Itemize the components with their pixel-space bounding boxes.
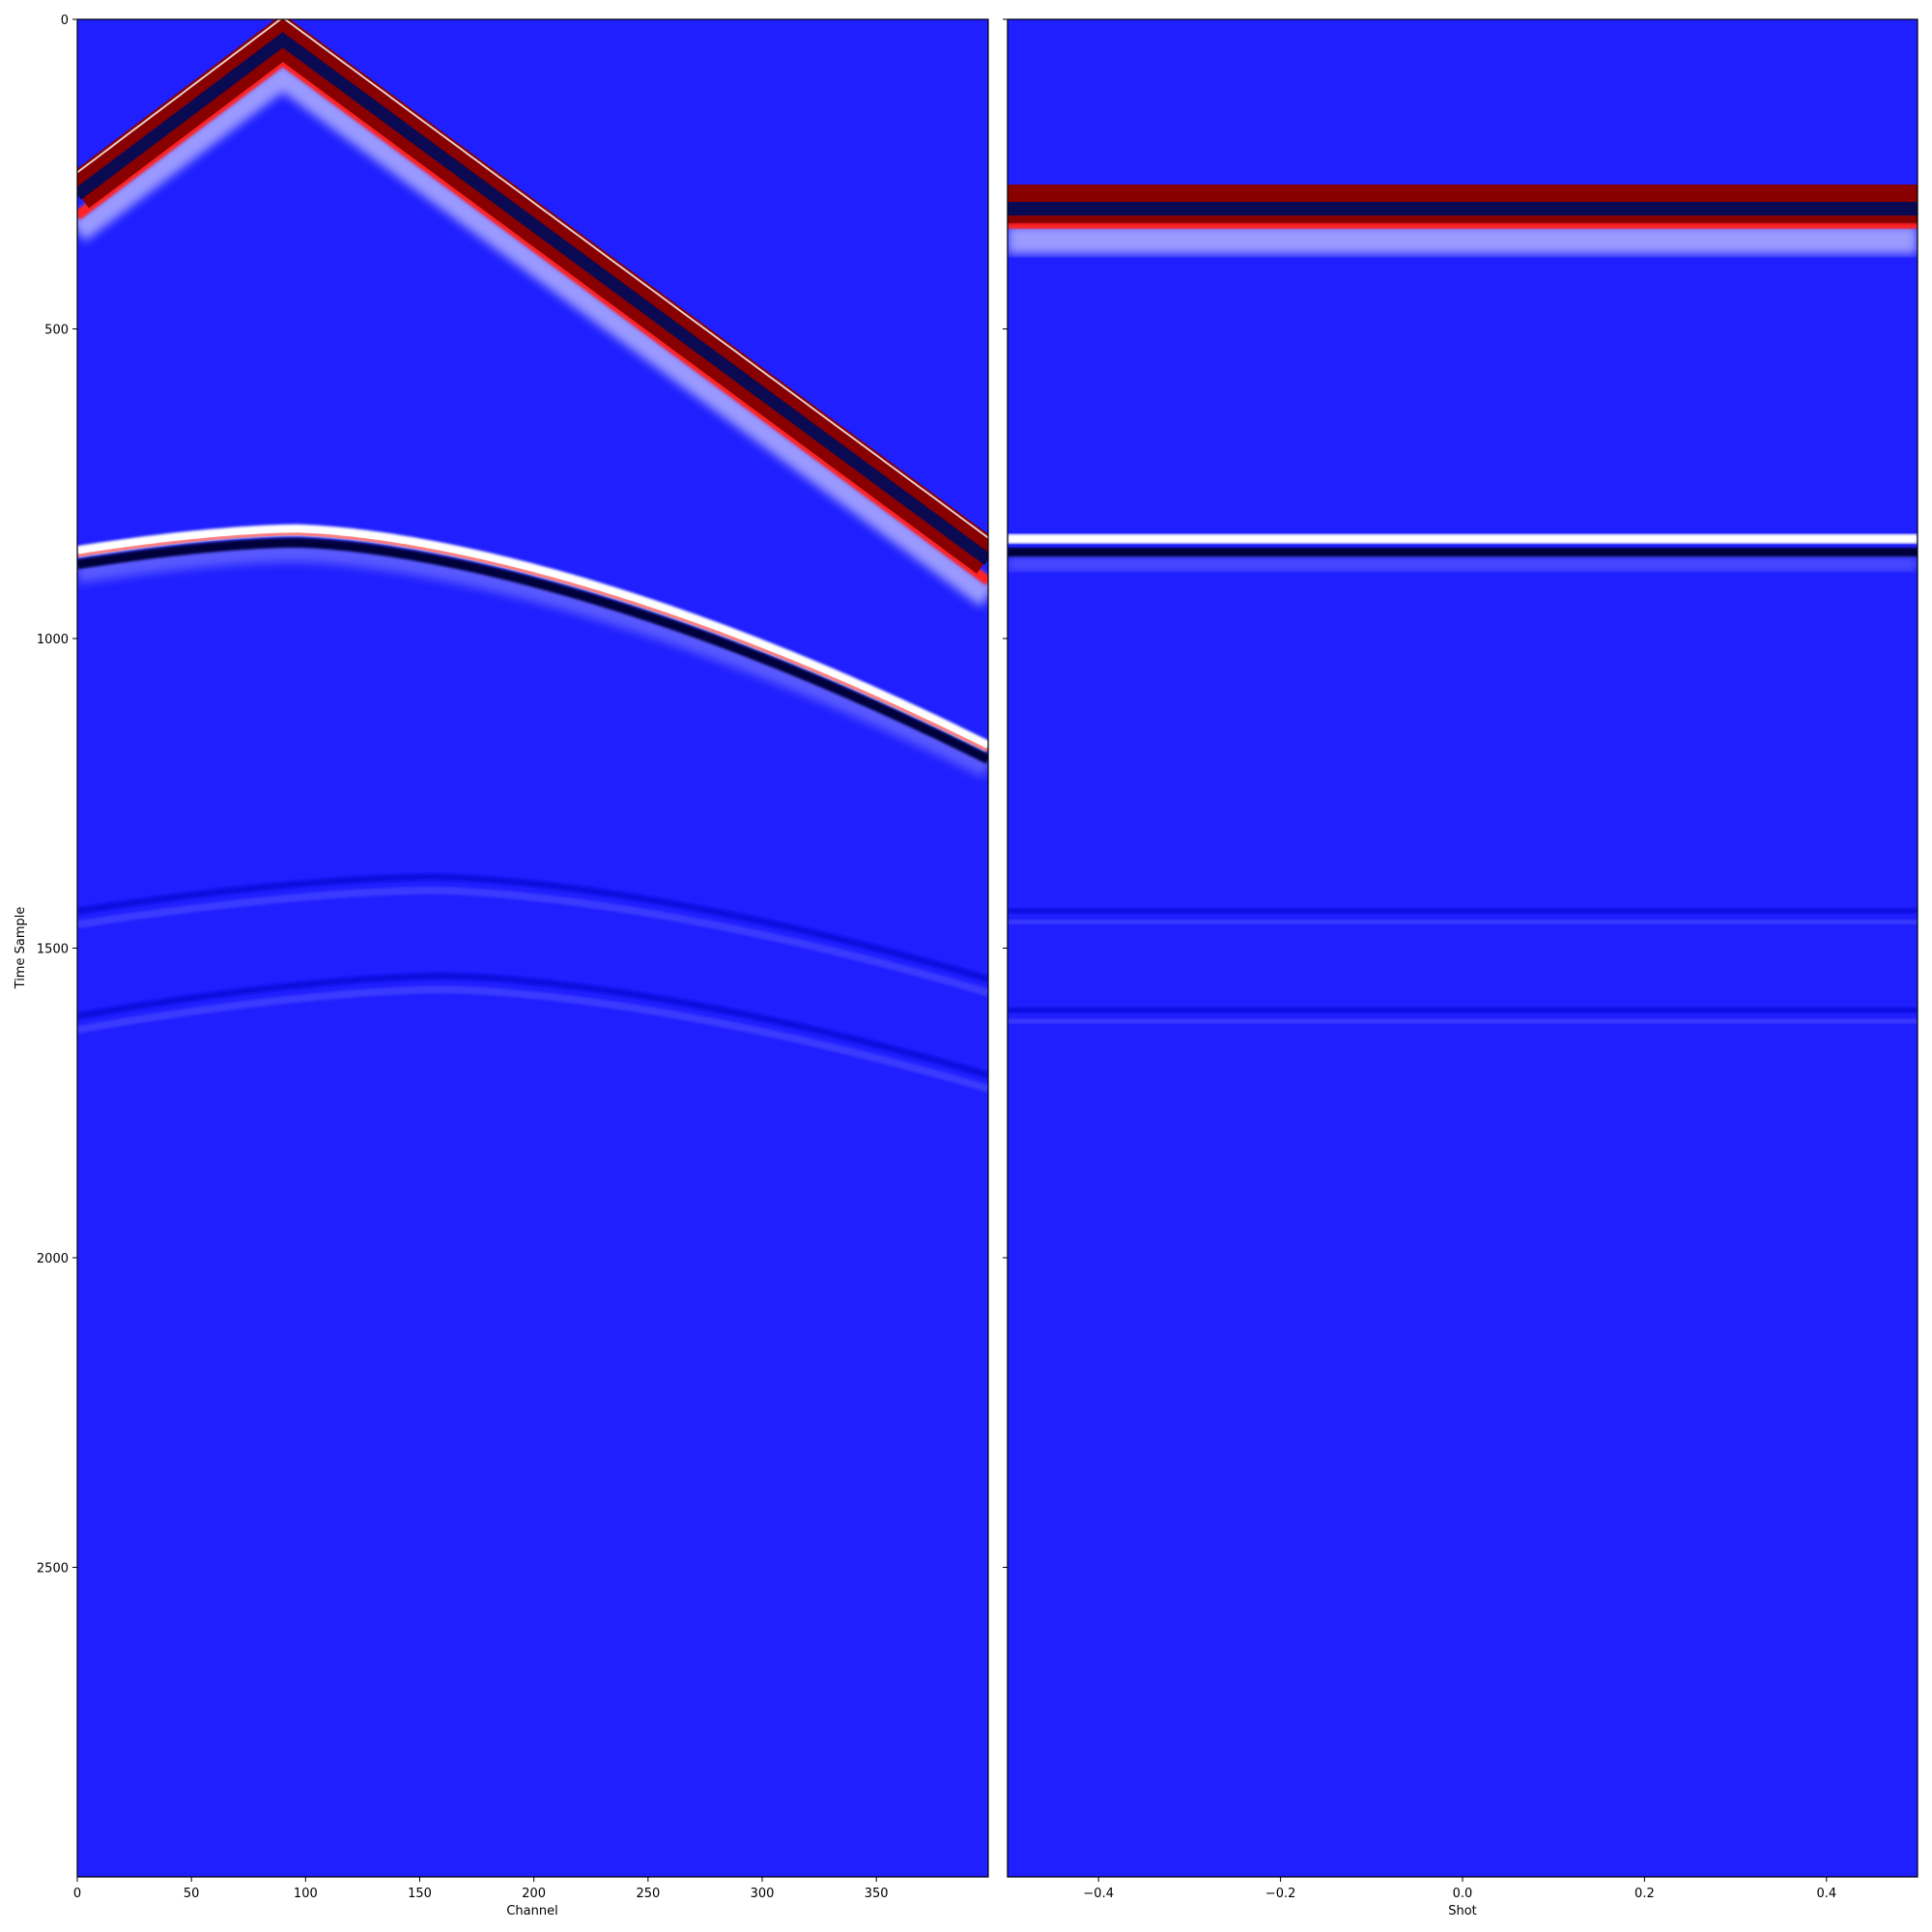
left-x-tick-label: 150 <box>408 1887 432 1901</box>
event-white-lobe <box>1008 533 1918 544</box>
event-halo <box>1008 225 1918 255</box>
right-x-tick-label: 0.4 <box>1816 1887 1836 1901</box>
right-x-tick-label: −0.2 <box>1265 1887 1296 1901</box>
event-weak-lobe <box>77 972 988 1079</box>
left-x-tick-label: 200 <box>522 1887 546 1901</box>
event-weak-lobe <box>1008 1007 1918 1013</box>
left-x-tick-label: 350 <box>865 1887 889 1901</box>
left-x-tick-label: 300 <box>751 1887 775 1901</box>
left-event-reflection-2 <box>77 873 988 997</box>
left-y-tick-label: 2000 <box>37 1252 69 1266</box>
event-red-fringe <box>1008 223 1918 230</box>
event-weak-lobe <box>1008 908 1918 915</box>
event-halo <box>77 540 988 779</box>
left-y-tick-label: 0 <box>61 14 69 28</box>
left-y-axis-label: Time Sample <box>14 907 28 990</box>
left-event-direct-arrival <box>77 19 988 608</box>
event-positive-lobe <box>1008 185 1918 203</box>
event-weak-side-lobe <box>77 886 988 997</box>
right-event-reflection-2 <box>1008 908 1918 925</box>
left-x-axis-label: Channel <box>506 1904 557 1918</box>
right-panel: −0.4 −0.2 0.0 0.2 0.4 Shot <box>1003 18 1918 1918</box>
left-plot-background <box>77 19 988 1877</box>
event-weak-side-lobe <box>1008 920 1918 925</box>
event-weak-side-lobe <box>77 985 988 1093</box>
left-plot-frame <box>76 18 989 1878</box>
event-edge <box>77 19 988 539</box>
event-halo <box>77 60 988 608</box>
left-panel: 0 50 100 150 200 250 300 350 0 500 1000 1500 2000 250… <box>14 14 989 1918</box>
event-positive-lobe-2 <box>1008 215 1918 226</box>
right-event-reflection-1 <box>1008 533 1918 571</box>
left-y-tick-label: 500 <box>44 324 69 338</box>
event-halo <box>1008 556 1918 571</box>
right-plot-background <box>1008 19 1918 1877</box>
left-event-reflection-1 <box>77 524 988 779</box>
left-y-tick-label: 1000 <box>37 633 69 647</box>
right-plot-frame <box>1007 18 1918 1878</box>
left-y-tick-label: 1500 <box>37 943 69 957</box>
event-white-lobe <box>77 524 988 753</box>
right-x-tick-label: −0.4 <box>1083 1887 1114 1901</box>
left-x-tick-label: 250 <box>636 1887 660 1901</box>
left-x-tick-label: 50 <box>184 1887 200 1901</box>
event-negative-lobe <box>1008 202 1918 216</box>
left-y-tick-label: 2500 <box>37 1562 69 1577</box>
right-x-axis-label: Shot <box>1448 1904 1477 1918</box>
event-weak-side-lobe <box>1008 1018 1918 1024</box>
left-x-tick-label: 0 <box>73 1887 81 1901</box>
event-weak-lobe <box>77 873 988 982</box>
left-event-reflection-3 <box>77 972 988 1093</box>
right-event-reflection-3 <box>1008 1007 1918 1024</box>
right-event-direct-arrival <box>1008 185 1918 255</box>
event-red-fringe <box>77 532 988 753</box>
left-x-tick-label: 100 <box>294 1887 318 1901</box>
right-x-tick-label: 0.2 <box>1634 1887 1655 1901</box>
event-negative-lobe <box>1008 547 1918 557</box>
right-x-tick-label: 0.0 <box>1453 1887 1473 1901</box>
event-negative-lobe <box>77 32 988 565</box>
event-negative-lobe <box>77 537 988 764</box>
